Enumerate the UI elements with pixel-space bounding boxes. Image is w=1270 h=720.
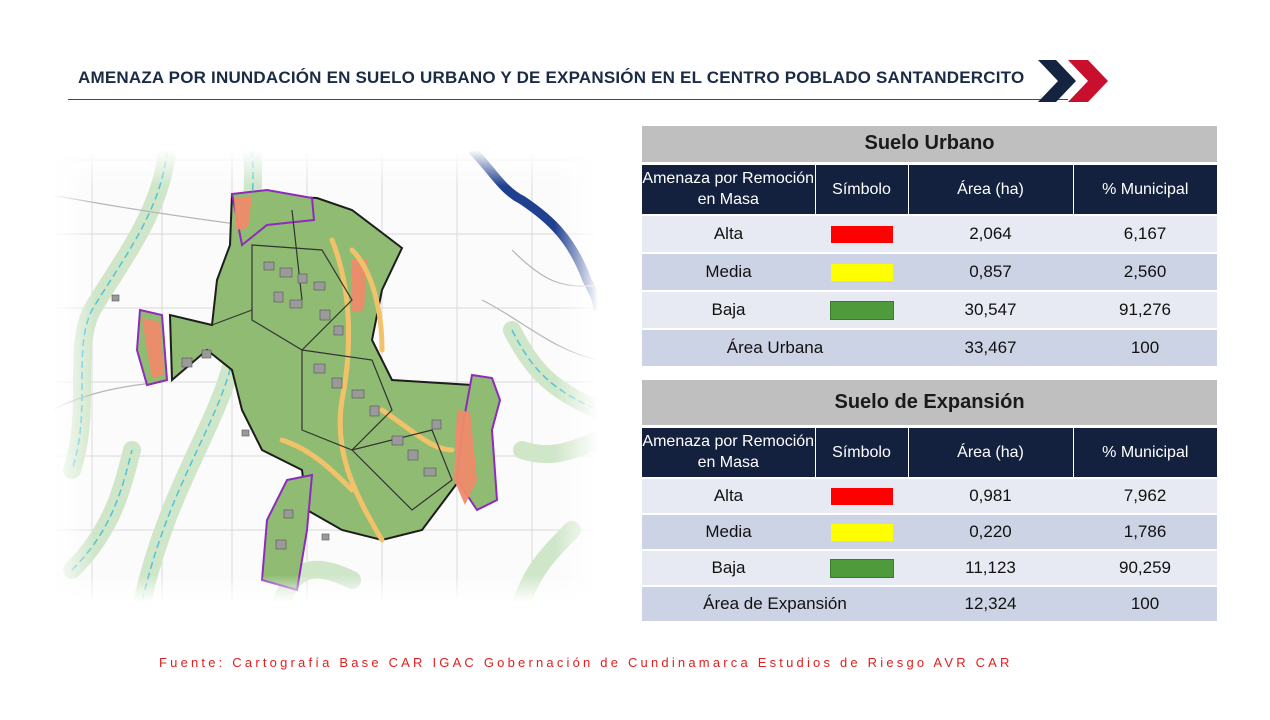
table-row: Alta 0,981 7,962 [642,478,1218,515]
column-header: % Municipal [1073,163,1218,216]
area-value: 0,981 [908,478,1073,515]
pct-value: 90,259 [1073,550,1218,587]
symbol-cell [815,550,908,587]
column-header: Amenaza por Remoción en Masa [642,426,816,479]
column-header: Área (ha) [908,163,1074,216]
total-row: Área Urbana 33,467 100 [642,329,1218,368]
pct-value: 6,167 [1073,215,1218,254]
title-underline [68,99,1068,100]
area-value: 11,123 [908,550,1073,587]
area-value: 0,857 [908,253,1073,292]
media-swatch [830,524,893,542]
source-caption: Fuente: Cartografía Base CAR IGAC Gobern… [159,655,1013,670]
alta-swatch [830,488,893,506]
column-header: % Municipal [1073,426,1218,479]
total-row: Área de Expansión 12,324 100 [642,586,1218,623]
expansion-soil-table: Suelo de Expansión Amenaza por Remoción … [642,380,1218,623]
urban-soil-table: Suelo Urbano Amenaza por Remoción en Mas… [642,126,1218,368]
hazard-map [52,150,598,602]
column-header: Área (ha) [908,426,1074,479]
row-label: Baja [642,291,815,330]
column-header: Símbolo [815,426,909,479]
row-label: Baja [642,550,815,587]
pct-total: 100 [1073,586,1218,623]
table-caption: Suelo de Expansión [642,380,1218,428]
pct-value: 7,962 [1073,478,1218,515]
area-value: 2,064 [908,215,1073,254]
symbol-cell [815,215,908,254]
symbol-cell [815,291,908,330]
table-row: Baja 11,123 90,259 [642,550,1218,587]
total-label: Área de Expansión [642,586,908,623]
row-label: Alta [642,478,815,515]
table-caption: Suelo Urbano [642,126,1218,165]
area-value: 0,220 [908,514,1073,551]
area-value: 30,547 [908,291,1073,330]
area-total: 33,467 [908,329,1073,368]
table-row: Media 0,857 2,560 [642,253,1218,292]
alta-swatch [830,226,893,244]
symbol-cell [815,478,908,515]
symbol-cell [815,514,908,551]
column-header: Amenaza por Remoción en Masa [642,163,816,216]
row-label: Media [642,514,815,551]
row-label: Alta [642,215,815,254]
area-total: 12,324 [908,586,1073,623]
double-chevron-icon [1038,60,1108,102]
symbol-cell [815,253,908,292]
pct-value: 91,276 [1073,291,1218,330]
table-row: Alta 2,064 6,167 [642,215,1218,254]
table-row: Baja 30,547 91,276 [642,291,1218,330]
row-label: Media [642,253,815,292]
baja-swatch [829,301,894,320]
baja-swatch [829,559,894,578]
pct-value: 2,560 [1073,253,1218,292]
column-header: Símbolo [815,163,909,216]
pct-value: 1,786 [1073,514,1218,551]
total-label: Área Urbana [642,329,908,368]
media-swatch [830,264,893,282]
page-title: AMENAZA POR INUNDACIÓN EN SUELO URBANO Y… [78,68,1025,87]
table-row: Media 0,220 1,786 [642,514,1218,551]
pct-total: 100 [1073,329,1218,368]
